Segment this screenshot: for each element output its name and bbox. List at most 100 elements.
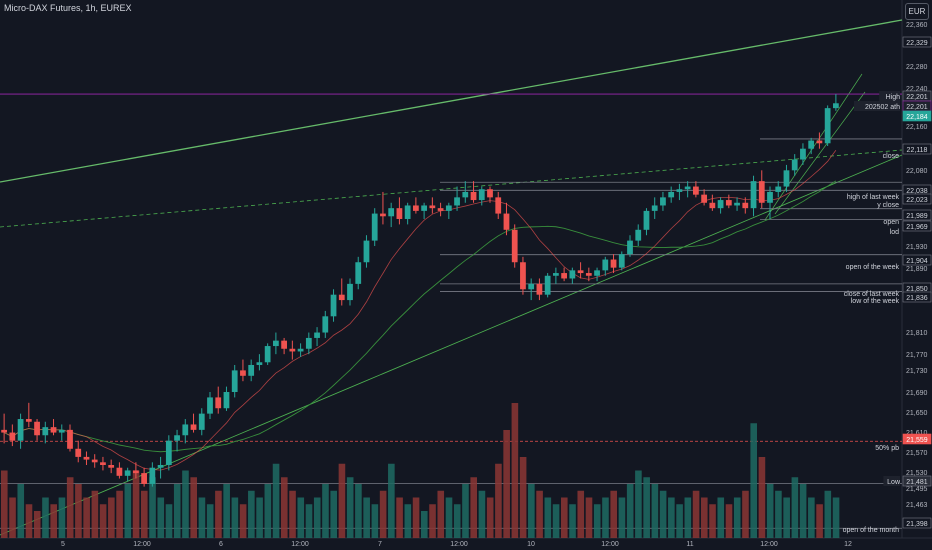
- price-badge-value: 22,038: [906, 188, 928, 195]
- volume-bar: [602, 497, 609, 538]
- volume-bar: [371, 504, 379, 538]
- level-label: close of last week: [844, 291, 900, 298]
- symbol-title[interactable]: Micro-DAX Futures, 1h, EUREX: [4, 3, 132, 13]
- candle-body: [42, 427, 49, 436]
- volume-bar: [322, 484, 329, 538]
- candle-body: [627, 240, 633, 255]
- candle-body: [618, 254, 625, 268]
- price-tick-label: 22,240: [906, 86, 928, 93]
- time-tick-label: 12:00: [601, 541, 619, 548]
- volume-bar: [75, 484, 82, 538]
- currency-button[interactable]: EUR: [905, 3, 929, 20]
- volume-bar: [536, 490, 543, 538]
- candle-body: [124, 470, 131, 476]
- volume-bar: [561, 497, 568, 538]
- volume-bar: [618, 497, 626, 538]
- volume-bar: [453, 504, 461, 538]
- candle-body: [577, 270, 584, 274]
- price-badge-value: 21,969: [906, 224, 928, 231]
- volume-bar: [511, 403, 519, 538]
- volume-bar: [124, 484, 132, 538]
- volume-bar: [593, 504, 601, 538]
- price-badge-value: 21,559: [906, 437, 928, 444]
- volume-bar: [132, 470, 140, 538]
- volume-bar: [206, 504, 214, 538]
- candle-body: [717, 200, 724, 209]
- volume-bar: [248, 490, 255, 538]
- volume-bar: [108, 497, 115, 538]
- volume-bar: [717, 497, 725, 538]
- price-tick-label: 21,530: [906, 470, 928, 477]
- volume-bar: [659, 490, 667, 538]
- level-label: close: [883, 153, 899, 160]
- price-badge: [902, 143, 932, 155]
- upper-trend-line: [0, 19, 903, 183]
- price-badge: [902, 36, 932, 48]
- time-tick-label: 6: [219, 541, 223, 548]
- volume-bar: [519, 457, 527, 538]
- candle-body: [347, 283, 353, 301]
- candle-body: [701, 194, 707, 203]
- time-tick-label: 11: [686, 541, 693, 548]
- level-label: low of the week: [851, 298, 900, 305]
- volume-bar: [346, 477, 354, 538]
- volume-bar: [116, 490, 123, 538]
- candle-body: [693, 186, 699, 195]
- volume-bar: [569, 504, 576, 538]
- price-tick-label: 21,495: [906, 486, 928, 493]
- level-label: lod: [890, 229, 899, 236]
- volume-bar: [544, 497, 552, 538]
- dashed-trend-line: [0, 149, 903, 228]
- price-badge-value: 21,398: [906, 521, 928, 528]
- volume-bar: [635, 470, 642, 538]
- candle-body: [750, 181, 757, 209]
- price-badge-value: 21,904: [906, 258, 928, 265]
- candle-body: [338, 294, 345, 301]
- candle-body: [561, 273, 567, 279]
- candle-body: [725, 200, 732, 206]
- volume-bar: [50, 504, 57, 538]
- candle-body: [17, 419, 24, 441]
- volume-bar: [182, 470, 189, 538]
- candle-body: [157, 465, 164, 468]
- price-tick-label: 21,810: [906, 330, 928, 337]
- candle-body: [215, 397, 222, 409]
- volume-bar: [709, 504, 716, 538]
- candle-body: [58, 429, 65, 433]
- volume-bar: [25, 504, 33, 538]
- price-tick-label: 21,570: [906, 450, 928, 457]
- candle-body: [264, 346, 271, 363]
- candle-body: [610, 259, 617, 268]
- candle-body: [190, 424, 197, 430]
- candle-body: [676, 189, 683, 192]
- candle-body: [800, 148, 806, 160]
- candle-body: [487, 189, 493, 198]
- price-tick-label: 21,610: [906, 430, 928, 437]
- candle-body: [330, 294, 337, 317]
- candle-body: [141, 473, 147, 484]
- candle-body: [198, 413, 205, 430]
- volume-bar: [478, 490, 486, 538]
- volume-bar: [808, 497, 815, 538]
- candle-body: [454, 197, 460, 206]
- price-badge-label: Low: [887, 479, 901, 486]
- price-badge: [902, 517, 932, 529]
- volume-bar: [816, 504, 823, 538]
- volume-bar: [643, 477, 650, 538]
- candle-body: [742, 202, 749, 209]
- price-badge-value: 22,118: [907, 147, 928, 154]
- volume-bar: [775, 490, 782, 538]
- volume-bar: [83, 497, 90, 538]
- time-tick-label: 5: [61, 541, 65, 548]
- volume-bar: [264, 484, 272, 538]
- price-badge: [902, 291, 932, 303]
- candle-body: [775, 186, 782, 192]
- candle-body: [816, 140, 823, 144]
- volume-bar: [701, 497, 708, 538]
- volume-bar: [99, 504, 107, 538]
- price-badge: [902, 220, 932, 232]
- candle-body: [50, 427, 57, 433]
- volume-bar: [157, 497, 165, 538]
- candle-body: [100, 462, 106, 466]
